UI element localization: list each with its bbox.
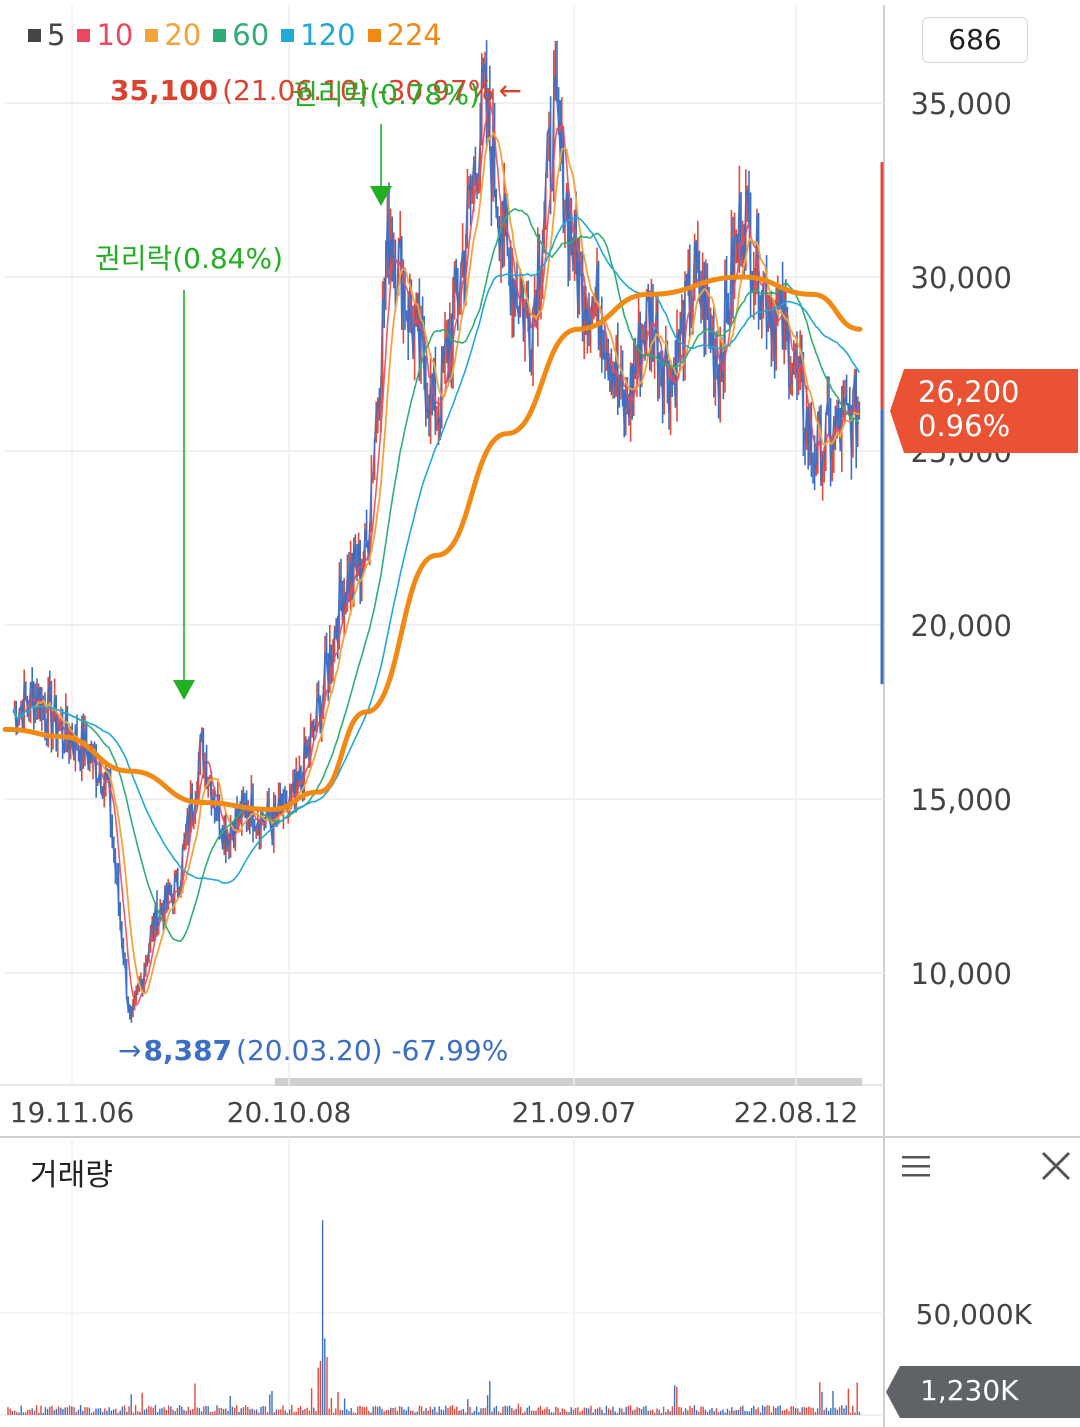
date-tick-label: 22.08.12: [734, 1096, 859, 1129]
legend-swatch: [367, 29, 381, 42]
price-tick-label: 10,000: [911, 957, 1012, 991]
legend-label: 120: [300, 18, 356, 52]
high-arrow: ←: [498, 74, 521, 107]
volume-title: 거래량: [30, 1158, 113, 1193]
price-tick-label: 35,000: [911, 87, 1012, 121]
low-marker: →8,387 (20.03.20) -67.99%: [118, 1034, 508, 1067]
ex-rights-arrowhead: [370, 186, 392, 206]
moving-averages: [2, 98, 863, 1007]
high-detail: (21.06.10) -30.97%: [222, 74, 494, 107]
legend-ma-224[interactable]: 224: [367, 18, 442, 52]
grid-lines: [0, 5, 1080, 1427]
scroll-bar: [275, 1078, 862, 1086]
volume-bars: [7, 1220, 861, 1415]
menu-icon[interactable]: [898, 1148, 934, 1184]
legend-swatch: [145, 29, 159, 42]
current-change: 0.96%: [918, 409, 1011, 443]
current-price-tag: 26,200 0.96%: [890, 369, 1078, 453]
legend-swatch: [77, 29, 91, 42]
high-value: 35,100: [110, 74, 218, 107]
volume-current-tag: 1,230K: [886, 1366, 1080, 1418]
legend-ma-10[interactable]: 10: [77, 18, 133, 52]
ma-60-line: [12, 208, 860, 943]
legend-label: 224: [386, 18, 442, 52]
price-line: [12, 62, 860, 1019]
ex-rights-arrowhead: [173, 680, 195, 700]
ma-20-line: [12, 131, 860, 995]
legend-label: 5: [47, 18, 66, 52]
legend-label: 10: [96, 18, 134, 52]
ex-rights-label: 권리락(0.78%): [292, 78, 480, 111]
price-tick-label: 15,000: [911, 783, 1012, 817]
axes: 35,00030,00025,00020,00015,00010,00019.1…: [10, 87, 1033, 1331]
annotations: 35,100 (21.06.10) -30.97% ← →8,387 (20.03.20…: [95, 74, 522, 1067]
legend-swatch: [28, 29, 41, 42]
legend-swatch: [213, 29, 227, 42]
low-arrow: →: [118, 1034, 141, 1067]
legend-label: 20: [164, 18, 202, 52]
legend-ma-5[interactable]: 5: [28, 18, 65, 52]
legend-ma-60[interactable]: 60: [213, 18, 269, 52]
date-tick-label: 20.10.08: [227, 1096, 352, 1129]
ma-legend: 5 10 20 60 120 224: [28, 18, 454, 52]
legend-swatch: [281, 29, 295, 42]
price-candles: [12, 40, 861, 1023]
legend-label: 60: [232, 18, 270, 52]
low-value: 8,387: [143, 1034, 232, 1067]
ma-120-line: [12, 216, 861, 884]
ma-10-line: [12, 98, 860, 1007]
high-marker: 35,100 (21.06.10) -30.97% ←: [110, 74, 522, 107]
current-price: 26,200: [918, 375, 1020, 409]
legend-ma-120[interactable]: 120: [281, 18, 356, 52]
low-detail: (20.03.20) -67.99%: [236, 1034, 508, 1067]
date-tick-label: 21.09.07: [512, 1096, 637, 1129]
volume-axis-label: 50,000K: [916, 1298, 1033, 1331]
price-tick-label: 20,000: [911, 609, 1012, 643]
volume-current: 1,230K: [920, 1374, 1019, 1407]
date-tick-label: 19.11.06: [10, 1096, 135, 1129]
legend-ma-20[interactable]: 20: [145, 18, 201, 52]
close-icon[interactable]: [1036, 1146, 1076, 1186]
price-tick-label: 30,000: [911, 261, 1012, 295]
ex-rights-label: 권리락(0.84%): [95, 242, 283, 275]
ma-224-line: [2, 274, 863, 812]
top-badge[interactable]: 686: [922, 17, 1028, 63]
